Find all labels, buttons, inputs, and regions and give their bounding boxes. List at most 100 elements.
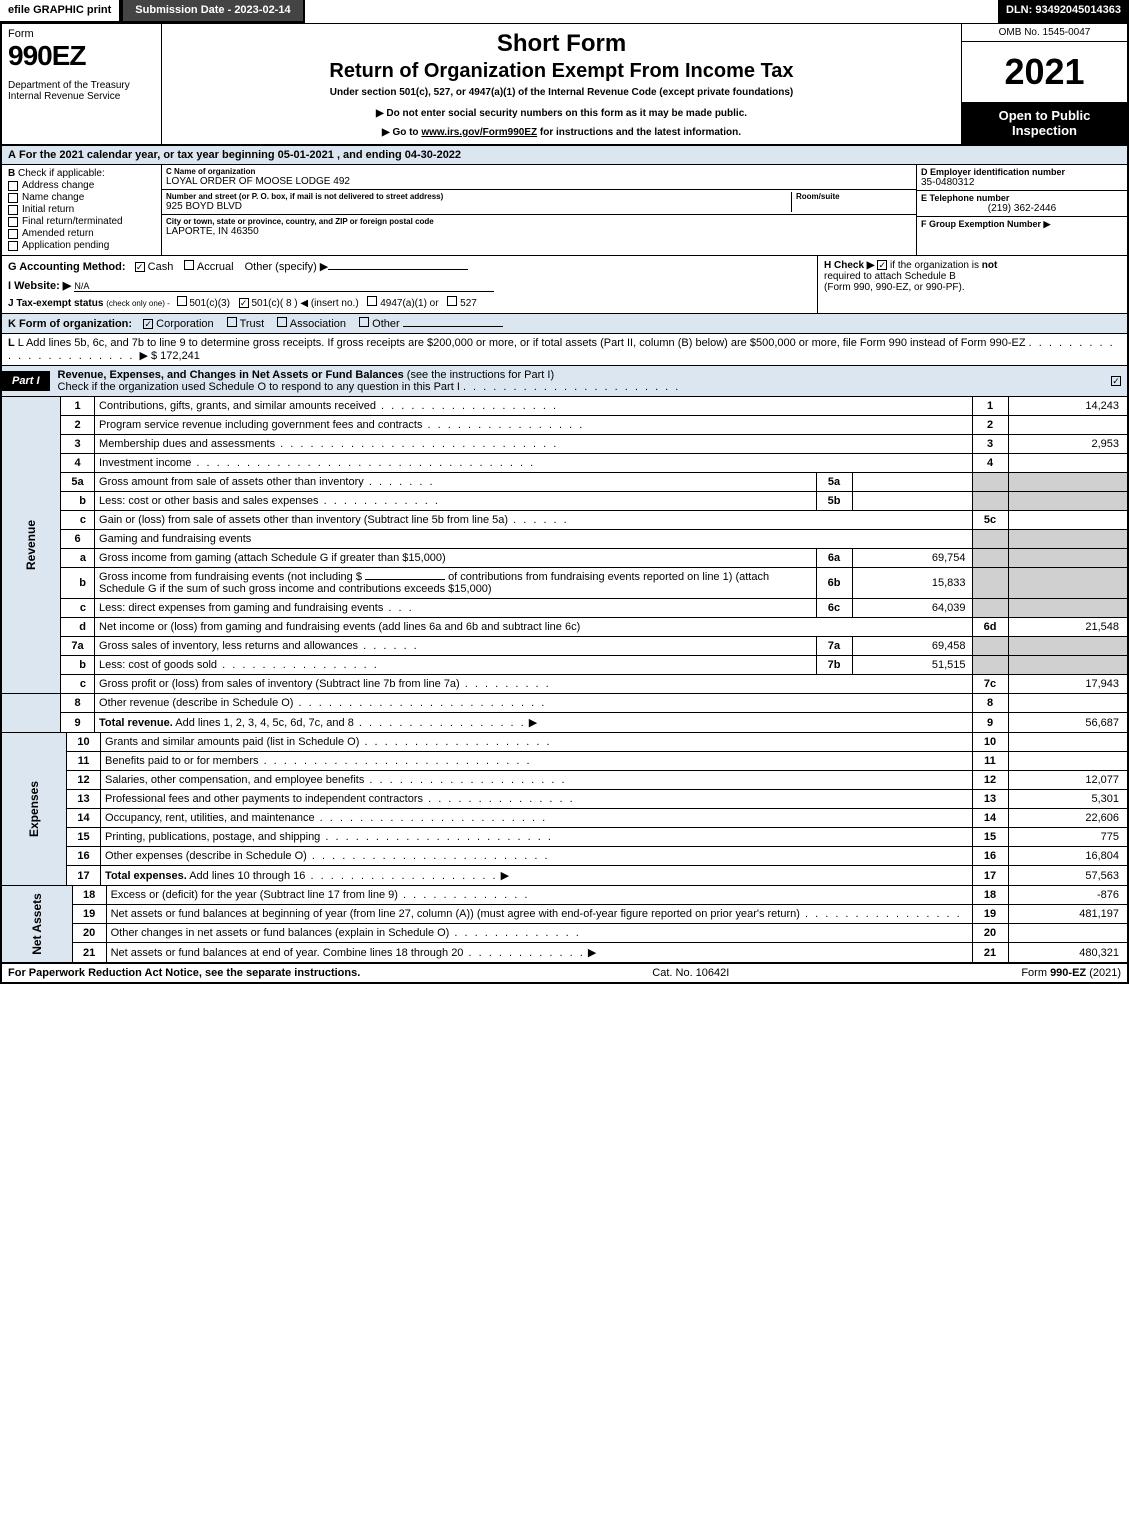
ln-6b: b xyxy=(61,568,95,599)
mn-7b: 7b xyxy=(816,656,852,675)
cn-6b-grey xyxy=(972,568,1008,599)
cb-501c3[interactable] xyxy=(177,296,187,306)
return-title: Return of Organization Exempt From Incom… xyxy=(172,60,951,83)
org-city: LAPORTE, IN 46350 xyxy=(166,226,912,237)
cb-initial-return[interactable]: Initial return xyxy=(8,204,155,215)
v-3: 2,953 xyxy=(1008,435,1128,454)
cb-accrual[interactable] xyxy=(184,260,194,270)
part1-subtitle: (see the instructions for Part I) xyxy=(407,369,554,381)
row-6: 6 Gaming and fundraising events xyxy=(1,530,1128,549)
cb-h[interactable] xyxy=(877,260,887,270)
line-a: A For the 2021 calendar year, or tax yea… xyxy=(0,146,1129,165)
cb-application-pending[interactable]: Application pending xyxy=(8,240,155,251)
checkbox-icon[interactable] xyxy=(8,229,18,239)
checkbox-icon[interactable] xyxy=(8,181,18,191)
v-4 xyxy=(1008,454,1128,473)
d-12: Salaries, other compensation, and employ… xyxy=(105,774,364,786)
c-city-label: City or town, state or province, country… xyxy=(166,217,912,226)
part-1-title: Revenue, Expenses, and Changes in Net As… xyxy=(50,366,1105,396)
mv-7a: 69,458 xyxy=(852,637,972,656)
irs-link[interactable]: www.irs.gov/Form990EZ xyxy=(421,127,537,138)
footer-left: For Paperwork Reduction Act Notice, see … xyxy=(8,967,360,979)
d-6d: Net income or (loss) from gaming and fun… xyxy=(95,618,972,637)
cb-4947[interactable] xyxy=(367,296,377,306)
cb-address-change[interactable]: Address change xyxy=(8,180,155,191)
mn-6a: 6a xyxy=(816,549,852,568)
mn-6b: 6b xyxy=(816,568,852,599)
d-4: Investment income xyxy=(99,457,191,469)
cb-501c[interactable] xyxy=(239,298,249,308)
d-7b: Less: cost of goods sold xyxy=(99,659,217,671)
d-ein-label: D Employer identification number xyxy=(921,167,1123,177)
checkbox-icon[interactable] xyxy=(8,241,18,251)
row-2: 2 Program service revenue including gove… xyxy=(1,416,1128,435)
ln-20: 20 xyxy=(72,924,106,943)
line-a-text: For the 2021 calendar year, or tax year … xyxy=(19,149,461,161)
g-other-line[interactable] xyxy=(328,269,468,270)
d-13: Professional fees and other payments to … xyxy=(105,793,423,805)
footer-right-bold: 990-EZ xyxy=(1050,967,1086,979)
cb-trust[interactable] xyxy=(227,317,237,327)
cb-527[interactable] xyxy=(447,296,457,306)
l-text: L Add lines 5b, 6c, and 7b to line 9 to … xyxy=(18,337,1026,349)
k-label: K Form of organization: xyxy=(8,318,132,330)
d-5a: Gross amount from sale of assets other t… xyxy=(99,476,364,488)
row-7c: c Gross profit or (loss) from sales of i… xyxy=(1,675,1128,694)
cb-schedule-o[interactable] xyxy=(1111,376,1121,386)
short-form-title: Short Form xyxy=(172,30,951,58)
d-21: Net assets or fund balances at end of ye… xyxy=(111,947,464,959)
ln-8: 8 xyxy=(61,694,95,713)
website-value: N/A xyxy=(74,281,494,292)
cb-corp[interactable] xyxy=(143,319,153,329)
section-g-i-j: G Accounting Method: Cash Accrual Other … xyxy=(2,256,817,313)
row-17: 17 Total expenses. Add lines 10 through … xyxy=(1,866,1128,886)
cb-other[interactable] xyxy=(359,317,369,327)
cb-label-5: Application pending xyxy=(22,240,109,251)
cb-assoc[interactable] xyxy=(277,317,287,327)
ln-3: 3 xyxy=(61,435,95,454)
form-header: Form 990EZ Department of the Treasury In… xyxy=(0,24,1129,146)
cb-amended-return[interactable]: Amended return xyxy=(8,228,155,239)
c-street-row: Number and street (or P. O. box, if mail… xyxy=(162,190,916,215)
cb-label-4: Amended return xyxy=(22,228,94,239)
v-11 xyxy=(1008,752,1128,771)
v-7b-grey xyxy=(1008,656,1128,675)
v-16: 16,804 xyxy=(1008,847,1128,866)
cn-17: 17 xyxy=(972,866,1008,886)
side-rev-cont xyxy=(1,694,61,733)
efile-print-label[interactable]: efile GRAPHIC print xyxy=(0,0,121,23)
contrib-blank[interactable] xyxy=(365,579,445,580)
gh-row: G Accounting Method: Cash Accrual Other … xyxy=(0,256,1129,314)
k-other-line[interactable] xyxy=(403,326,503,327)
checkbox-icon[interactable] xyxy=(8,217,18,227)
cn-5c: 5c xyxy=(972,511,1008,530)
j-o1: 501(c)(3) xyxy=(189,298,230,309)
checkbox-icon[interactable] xyxy=(8,193,18,203)
b-label: B xyxy=(8,168,15,179)
bullet2-post: for instructions and the latest informat… xyxy=(537,127,741,138)
row-9: 9 Total revenue. Total revenue. Add line… xyxy=(1,713,1128,733)
checkbox-icon[interactable] xyxy=(8,205,18,215)
cn-7c: 7c xyxy=(972,675,1008,694)
mv-5b xyxy=(852,492,972,511)
d-10: Grants and similar amounts paid (list in… xyxy=(105,736,359,748)
v-21: 480,321 xyxy=(1008,943,1128,964)
v-7c: 17,943 xyxy=(1008,675,1128,694)
h-req: required to attach Schedule B xyxy=(824,271,956,282)
cb-label-3: Final return/terminated xyxy=(22,216,123,227)
j-o4: 527 xyxy=(460,298,477,309)
c-room-label: Room/suite xyxy=(796,192,912,201)
cb-name-change[interactable]: Name change xyxy=(8,192,155,203)
cn-4: 4 xyxy=(972,454,1008,473)
row-1: Revenue 1 Contributions, gifts, grants, … xyxy=(1,397,1128,416)
g-row: G Accounting Method: Cash Accrual Other … xyxy=(8,260,811,273)
header-bullet-2: ▶ Go to www.irs.gov/Form990EZ for instru… xyxy=(172,127,951,138)
mn-6c: 6c xyxy=(816,599,852,618)
k-other: Other xyxy=(372,318,400,330)
cb-cash[interactable] xyxy=(135,262,145,272)
dln-number: DLN: 93492045014363 xyxy=(998,0,1129,23)
g-label: G Accounting Method: xyxy=(8,261,126,273)
v-10 xyxy=(1008,733,1128,752)
cb-final-return[interactable]: Final return/terminated xyxy=(8,216,155,227)
row-20: 20 Other changes in net assets or fund b… xyxy=(1,924,1128,943)
